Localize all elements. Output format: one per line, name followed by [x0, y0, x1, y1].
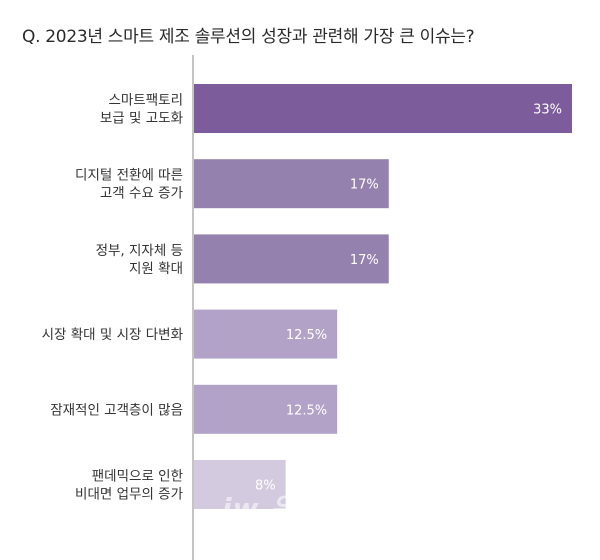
- bar-2: [194, 159, 389, 209]
- bar-1: [194, 84, 572, 133]
- bar-6: [194, 460, 286, 509]
- value-label-4: 12.5%: [286, 328, 327, 343]
- value-label-2: 17%: [350, 178, 379, 193]
- category-label-6-line-1: 팬데믹으로 인한: [92, 469, 183, 485]
- value-label-5: 12.5%: [286, 403, 327, 418]
- category-label-4-line-1: 시장 확대 및 시장 다변화: [42, 327, 183, 343]
- value-label-3: 17%: [350, 253, 379, 268]
- category-label-6-line-2: 비대면 업무의 증가: [75, 487, 183, 503]
- category-label-3-line-1: 정부, 지자체 등: [96, 243, 183, 259]
- bar-3: [194, 234, 389, 284]
- bar-4: [194, 309, 338, 359]
- bar-5: [194, 384, 338, 434]
- category-label-1-line-2: 보급 및 고도화: [100, 111, 183, 127]
- watermark-logo: iw 위더: [222, 492, 324, 525]
- category-label-2-line-1: 디지털 전환에 따른: [75, 168, 183, 184]
- chart-title: Q. 2023년 스마트 제조 솔루션의 성장과 관련해 가장 큰 이슈는?: [22, 27, 475, 47]
- category-label-1-line-1: 스마트팩토리: [108, 93, 183, 109]
- category-label-3-line-2: 지원 확대: [129, 261, 183, 277]
- category-label-2-line-2: 고객 수요 증가: [100, 186, 183, 202]
- value-label-6: 8%: [255, 479, 276, 494]
- category-label-5-line-1: 잠재적인 고객층이 많음: [50, 402, 183, 418]
- value-label-1: 33%: [533, 103, 562, 118]
